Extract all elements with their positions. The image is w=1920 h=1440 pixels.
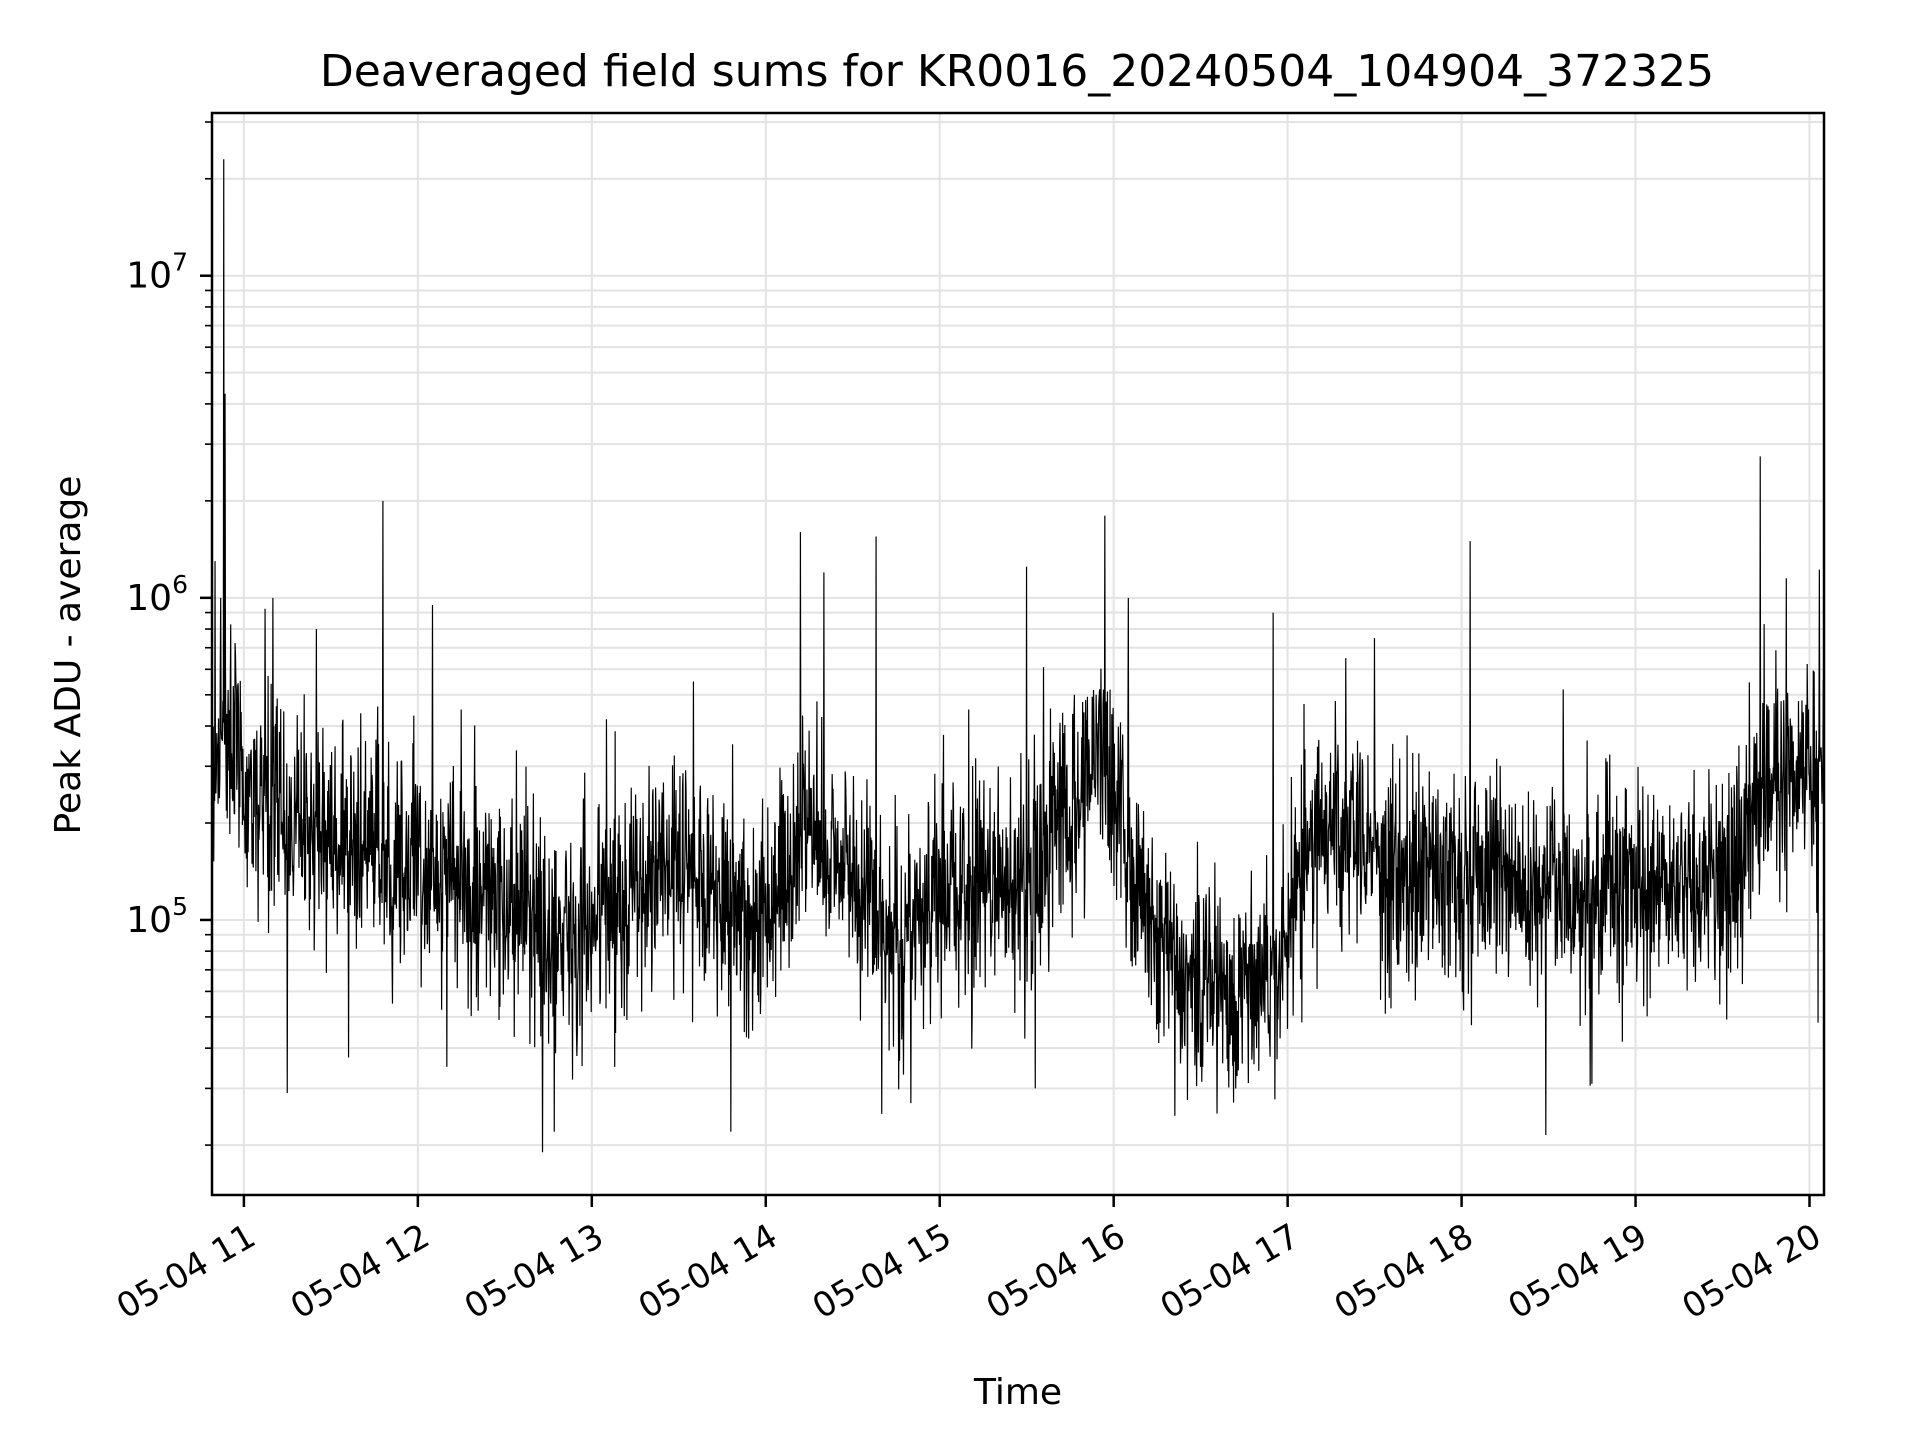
y-tick-exponent: 5: [172, 892, 188, 921]
x-axis-label: Time: [973, 1372, 1062, 1413]
y-tick-label: 106: [126, 570, 188, 619]
y-tick-base: 10: [126, 900, 172, 941]
y-tick-label: 105: [126, 892, 188, 941]
chart-title: Deaveraged field sums for KR0016_2024050…: [320, 46, 1714, 97]
series-line: [211, 159, 1825, 1153]
y-tick-exponent: 7: [172, 248, 188, 277]
plot-area: [211, 159, 1825, 1153]
y-tick-base: 10: [126, 256, 172, 297]
y-tick-base: 10: [126, 578, 172, 619]
y-tick-label: 107: [126, 248, 188, 297]
plot-frame: [210, 111, 1826, 1197]
y-tick-exponent: 6: [172, 570, 188, 599]
y-axis-label: Peak ADU - average: [48, 476, 89, 835]
